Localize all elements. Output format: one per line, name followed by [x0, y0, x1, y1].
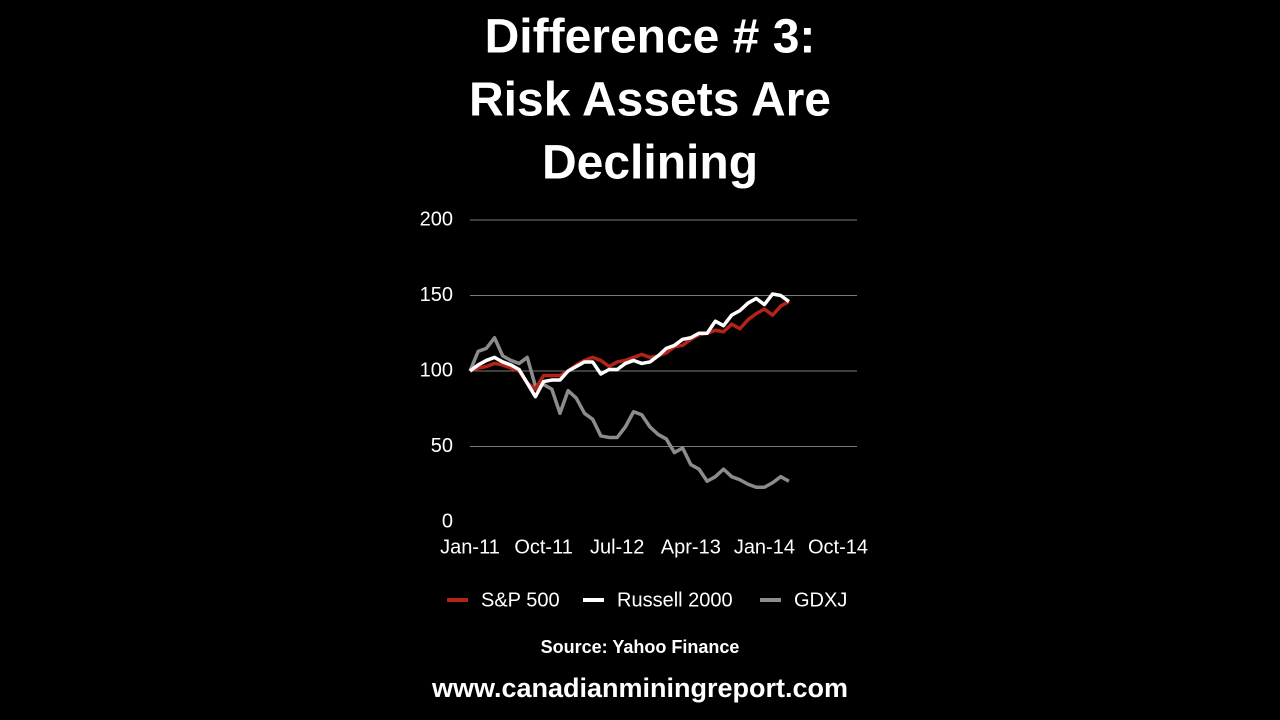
- y-tick-label: 200: [420, 208, 453, 230]
- y-tick-label: 0: [442, 510, 453, 532]
- title-line: Declining: [542, 137, 758, 190]
- legend-label: Russell 2000: [617, 589, 733, 611]
- x-tick-label: Jan-14: [734, 536, 795, 558]
- x-tick-label: Jul-12: [590, 536, 644, 558]
- series-line: [468, 292, 790, 399]
- x-tick-label: Oct-14: [808, 536, 868, 558]
- series-line: [468, 336, 790, 490]
- x-tick-label: Apr-13: [661, 536, 721, 558]
- legend-label: GDXJ: [794, 589, 847, 611]
- website: www.canadianminingreport.com: [431, 673, 848, 703]
- x-tick-label: Oct-11: [514, 536, 573, 558]
- title-line: Difference # 3:: [485, 11, 816, 64]
- x-tick-label: Jan-11: [440, 536, 500, 558]
- title-line: Risk Assets Are: [469, 74, 831, 127]
- y-tick-label: 50: [431, 435, 453, 457]
- y-tick-label: 100: [420, 359, 453, 381]
- y-tick-label: 150: [420, 284, 453, 306]
- legend-label: S&P 500: [481, 589, 560, 611]
- source: Source: Yahoo Finance: [541, 637, 740, 657]
